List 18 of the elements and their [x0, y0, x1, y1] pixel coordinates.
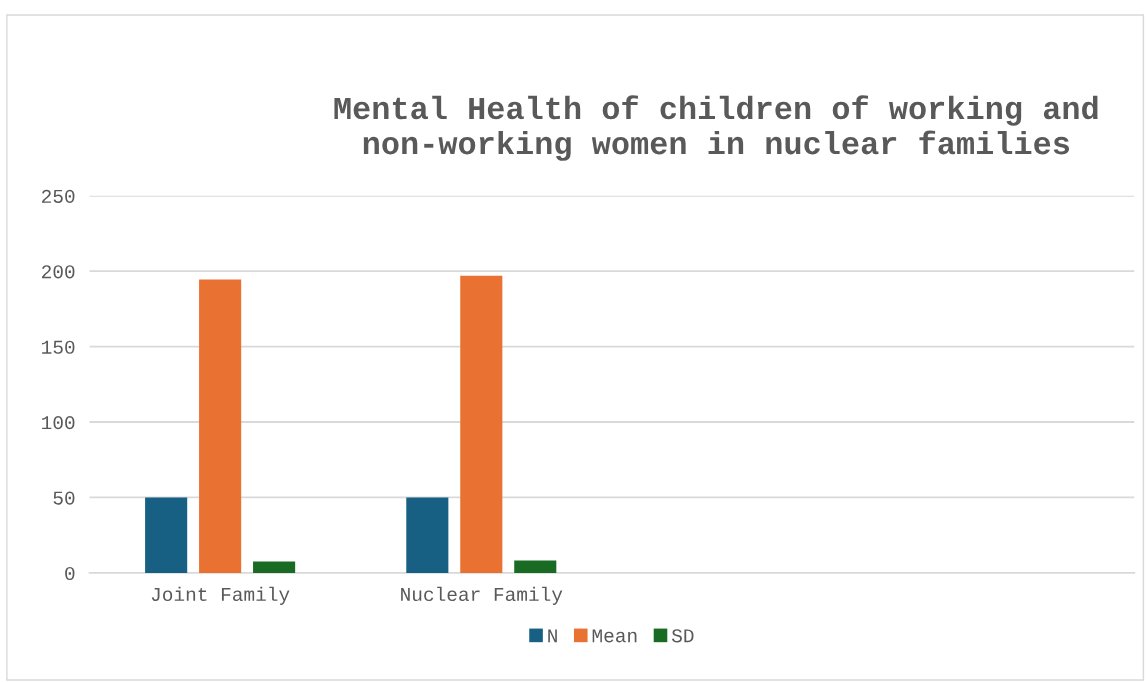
bar: [199, 279, 242, 573]
bar: [460, 275, 503, 573]
bar: [514, 560, 557, 573]
chart-title: Mental Health of children of working and non-working women in nuclear families: [334, 95, 1098, 161]
bar: [145, 497, 188, 573]
y-tick-label: 250: [42, 189, 75, 203]
legend-label: Mean: [592, 629, 637, 643]
legend-label: N: [548, 629, 557, 643]
x-tick-label: Joint Family: [151, 586, 290, 605]
bar: [253, 561, 296, 573]
y-tick-label: 100: [42, 416, 75, 430]
y-tick-label: 200: [42, 265, 75, 279]
bar: [406, 497, 449, 573]
y-tick-label: 150: [42, 340, 75, 354]
y-tick-label: 50: [53, 491, 75, 505]
x-tick-label: Nuclear Family: [401, 586, 563, 605]
y-tick-label: 0: [65, 566, 75, 581]
legend-label: SD: [671, 629, 694, 643]
